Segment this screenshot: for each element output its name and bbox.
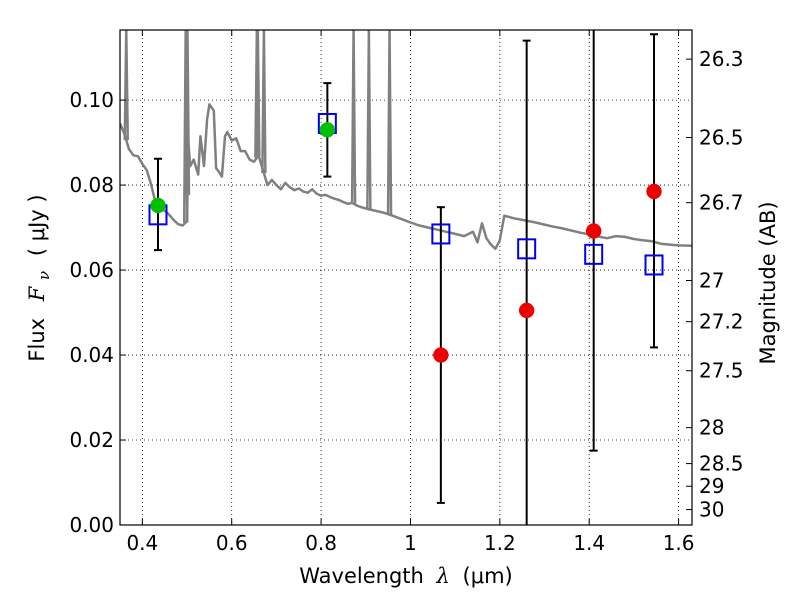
y2-tick-label: 26.3 [699, 47, 744, 71]
x-tick-label: 1.2 [484, 531, 516, 555]
sed-emission-line [261, 30, 267, 174]
y-axis-ticks: 0.00 0.02 0.04 0.06 0.08 0.10 [69, 88, 126, 537]
observed-flux-point [150, 197, 166, 214]
sed-emission-line [255, 30, 261, 157]
x-tick-label: 1.4 [573, 531, 605, 555]
y2-axis-label: Magnitude (AB) [756, 201, 780, 364]
y-tick-label: 0.04 [69, 343, 114, 367]
model-photometry-square [517, 238, 537, 260]
x-tick-label: 1 [404, 531, 417, 555]
x-tick-label: 0.6 [216, 531, 248, 555]
observed-flux-point [433, 347, 449, 363]
y2-tick-label: 27.5 [699, 359, 744, 383]
x-tick-label: 0.8 [305, 531, 337, 555]
model-photometry-square [431, 223, 451, 245]
sed-emission-line [366, 30, 372, 210]
x-axis-label-prefix: Wavelength [299, 564, 424, 588]
sed-model-line [120, 103, 692, 251]
x-tick-label: 1.6 [663, 531, 695, 555]
observed-flux-point [319, 122, 336, 138]
x-axis-label-symbol: λ [436, 564, 450, 588]
y2-tick-label: 27.2 [699, 310, 744, 334]
y2-tick-label: 29 [699, 474, 724, 498]
y-axis-label-unit: ( μJy ) [25, 194, 49, 256]
y-axis-label-symbol: F [25, 285, 49, 302]
y2-tick-label: 28.5 [699, 452, 744, 476]
x-axis-label: Wavelength λ (μm) [299, 564, 512, 588]
y-axis-label-subscript: ν [35, 271, 53, 280]
sed-emission-line [123, 30, 130, 141]
y-axis-label-prefix: Flux [25, 318, 49, 362]
x-axis-ticks: 0.4 0.6 0.8 1 1.2 1.4 1.6 [126, 30, 695, 555]
observed-flux-point [518, 302, 535, 319]
sed-emission-line [184, 30, 191, 196]
y-tick-label: 0.00 [69, 513, 114, 537]
plot-frame [119, 29, 693, 526]
y2-tick-label: 28 [699, 416, 724, 440]
sed-emission-line [386, 30, 393, 215]
errorbar-layer [153, 30, 659, 525]
y-tick-label: 0.02 [69, 428, 114, 452]
grid-lines [120, 30, 692, 526]
marker-layer [148, 112, 664, 363]
model-photometry-square [584, 243, 604, 265]
x-axis-label-unit: (μm) [463, 564, 513, 588]
y2-tick-label: 30 [699, 498, 724, 522]
y-axis-label: Flux F ν ( μJy ) [25, 194, 54, 361]
y2-tick-label: 26.7 [699, 191, 744, 215]
y-tick-label: 0.08 [69, 173, 114, 197]
observed-flux-point [646, 183, 662, 200]
model-photometry-square [644, 254, 664, 276]
observed-flux-point [585, 223, 602, 239]
x-tick-label: 0.4 [126, 531, 158, 555]
y2-tick-label: 27 [699, 268, 724, 292]
y-tick-label: 0.10 [69, 88, 114, 112]
sed-emission-line [350, 30, 357, 204]
y2-tick-label: 26.5 [699, 125, 744, 149]
sed-layer [120, 30, 692, 251]
y-tick-label: 0.06 [69, 258, 114, 282]
